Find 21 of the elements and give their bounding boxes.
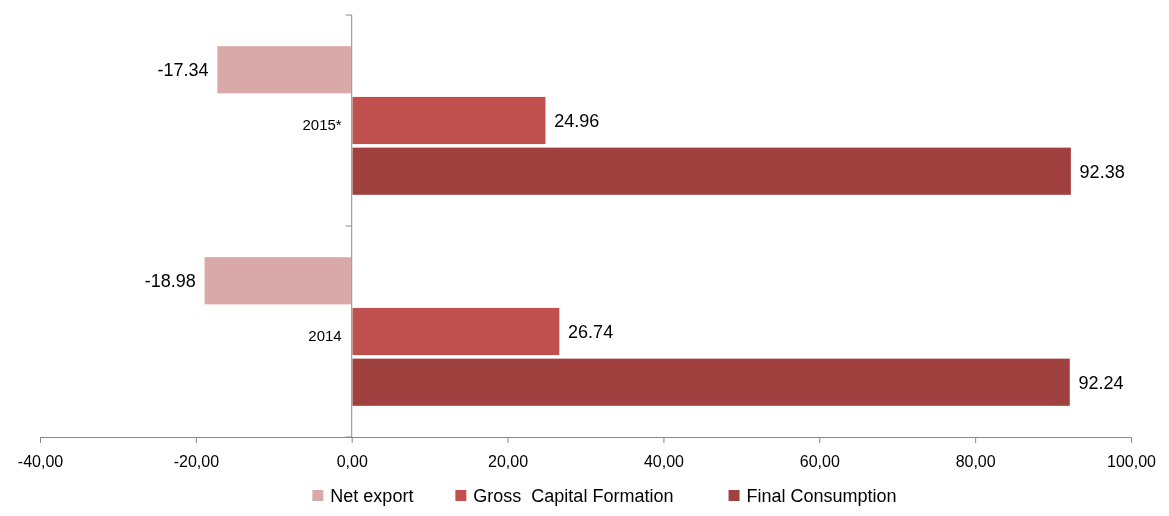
x-tick-label: 20,00: [488, 452, 529, 470]
y-tick-label: 2014: [308, 326, 342, 344]
data-label: -18.98: [144, 271, 196, 292]
data-label: -17.34: [157, 60, 209, 81]
data-label: 92.24: [1078, 372, 1124, 393]
y-tick-label: 2015*: [302, 115, 342, 133]
x-tick-label: 60,00: [799, 452, 840, 470]
bar: [203, 255, 353, 306]
x-tick-label: 40,00: [643, 452, 685, 470]
legend-label: Gross Capital Formation: [473, 486, 674, 507]
x-tick-label: -40,00: [17, 452, 64, 470]
data-label: 92.38: [1079, 161, 1125, 182]
x-tick-label: -20,00: [173, 452, 220, 470]
legend-label: Net export: [330, 486, 414, 507]
x-tick-label: 80,00: [955, 452, 996, 470]
legend-label: Final Consumption: [746, 486, 897, 507]
bar: [215, 44, 353, 95]
x-tick-label: 0,00: [336, 452, 368, 470]
x-tick-label: 100,00: [1107, 452, 1157, 470]
data-label: 24.96: [554, 110, 600, 131]
data-label: 26.74: [568, 321, 614, 342]
